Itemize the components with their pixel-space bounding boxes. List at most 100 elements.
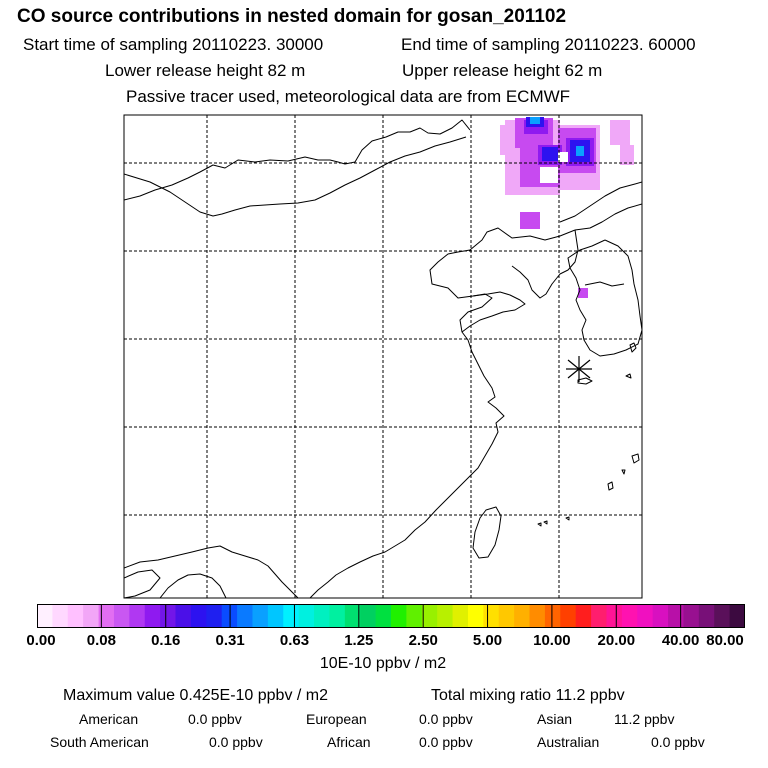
colorbar-tick-label: 20.00 [597, 632, 636, 649]
korea-coast [574, 203, 642, 231]
american-value: 0.0 ppbv [188, 711, 242, 727]
south-china-border [124, 545, 299, 598]
colorbar-swatch [175, 604, 192, 628]
bohai-coast [309, 227, 576, 598]
concentration-plume [500, 117, 634, 298]
colorbar-swatch [698, 604, 715, 628]
colorbar-tick-label: 0.16 [151, 632, 181, 649]
colorbar-swatch [668, 604, 685, 628]
colorbar-swatch [329, 604, 346, 628]
graticule [124, 115, 642, 598]
colorbar-tick-label: 80.00 [706, 632, 744, 649]
colorbar-swatch [206, 604, 223, 628]
lower-release-text: Lower release height 82 m [105, 61, 306, 80]
colorbar-swatch [560, 604, 577, 628]
maximum-value-text: Maximum value 0.425E-10 ppbv / m2 [63, 687, 329, 704]
end-time-text: End time of sampling 20110223. 60000 [401, 35, 696, 54]
mongolia-border [124, 119, 471, 201]
south-american-value: 0.0 ppbv [209, 734, 263, 750]
shandong-peninsula [461, 291, 526, 333]
colorbar-swatch [437, 604, 454, 628]
plume-cell [576, 146, 584, 156]
plume-cell [542, 147, 558, 161]
plume-cell [620, 145, 634, 165]
mongolia-south-border [124, 136, 467, 217]
receptor-marker-icon [566, 356, 592, 382]
colorbar-tick-label: 10.00 [533, 632, 571, 649]
map-panel [123, 114, 643, 599]
colorbar-swatch [360, 604, 377, 628]
plume-cell [610, 120, 630, 145]
colorbar-swatch [67, 604, 84, 628]
colorbar-swatch [129, 604, 146, 628]
colorbar-swatch [452, 604, 469, 628]
map-frame [123, 114, 643, 599]
asian-label: Asian [537, 711, 573, 727]
colorbar-swatch [98, 604, 115, 628]
asian-value: 11.2 ppbv [614, 711, 675, 727]
american-label: American [79, 711, 139, 727]
ryukyu-islet [543, 520, 548, 525]
colorbar-swatch [391, 604, 407, 628]
colorbar-swatch [529, 604, 546, 628]
hainan-fragment [124, 569, 161, 598]
ryukyu-islet [565, 516, 570, 521]
colorbar-swatch [190, 604, 207, 628]
japan-islet [607, 481, 614, 491]
colorbar-swatch [375, 604, 392, 628]
colorbar-tick-label: 5.00 [472, 632, 503, 649]
dmz-line [584, 281, 625, 287]
colorbar-swatch [498, 604, 515, 628]
japan-islet [621, 469, 626, 475]
colorbar-tick-label: 2.50 [408, 632, 438, 649]
african-value: 0.0 ppbv [419, 734, 473, 750]
colorbar-swatch [652, 604, 669, 628]
australian-value: 0.0 ppbv [651, 734, 705, 750]
jeju-island [577, 377, 593, 385]
colorbar-swatch [621, 604, 638, 628]
colorbar-swatch [406, 604, 423, 628]
colorbar-swatch [160, 604, 177, 628]
liaodong-coast [511, 229, 579, 299]
colorbar-swatch [483, 604, 500, 628]
colorbar-swatch [575, 604, 592, 628]
colorbar-swatch [37, 604, 53, 628]
colorbar-swatch [729, 604, 745, 628]
plume-gap [558, 152, 568, 162]
plot-title: CO source contributions in nested domain… [17, 6, 567, 27]
total-mixing-ratio-text: Total mixing ratio 11.2 ppbv [431, 687, 625, 704]
colorbar-swatch [52, 604, 69, 628]
colorbar-swatch [591, 604, 608, 628]
tracer-note-text: Passive tracer used, meteorological data… [126, 87, 571, 106]
european-label: European [306, 711, 367, 727]
vietnam-border [159, 573, 227, 598]
colorbar-unit: 10E-10 ppbv / m2 [319, 655, 447, 672]
australian-label: Australian [537, 734, 600, 750]
japan-islet [629, 342, 637, 353]
colorbar-swatch [714, 604, 731, 628]
colorbar-swatch [421, 604, 438, 628]
colorbar-tick-label: 1.25 [344, 632, 374, 649]
colorbar-swatch [514, 604, 531, 628]
european-value: 0.0 ppbv [419, 711, 473, 727]
colorbar-swatch [544, 604, 561, 628]
colorbar-swatch [252, 604, 269, 628]
african-label: African [327, 734, 371, 750]
colorbar-swatch [298, 604, 315, 628]
colorbar-swatch [344, 604, 361, 628]
colorbar-swatch [144, 604, 161, 628]
colorbar-tick-label: 0.08 [86, 632, 116, 649]
plume-cell [530, 117, 540, 124]
colorbar-swatch [237, 604, 254, 628]
colorbar-tick-label: 0.63 [279, 632, 310, 649]
colorbar-swatch [83, 604, 100, 628]
colorbar-frame [37, 604, 745, 628]
colorbar-tick-label: 0.00 [26, 632, 56, 649]
colorbar-swatch [606, 604, 623, 628]
coastlines [124, 119, 642, 598]
colorbar-swatch [267, 604, 284, 628]
colorbar-swatch [467, 604, 484, 628]
colorbar-swatch [637, 604, 654, 628]
taiwan-island [472, 506, 502, 559]
colorbar-swatch [283, 604, 300, 628]
